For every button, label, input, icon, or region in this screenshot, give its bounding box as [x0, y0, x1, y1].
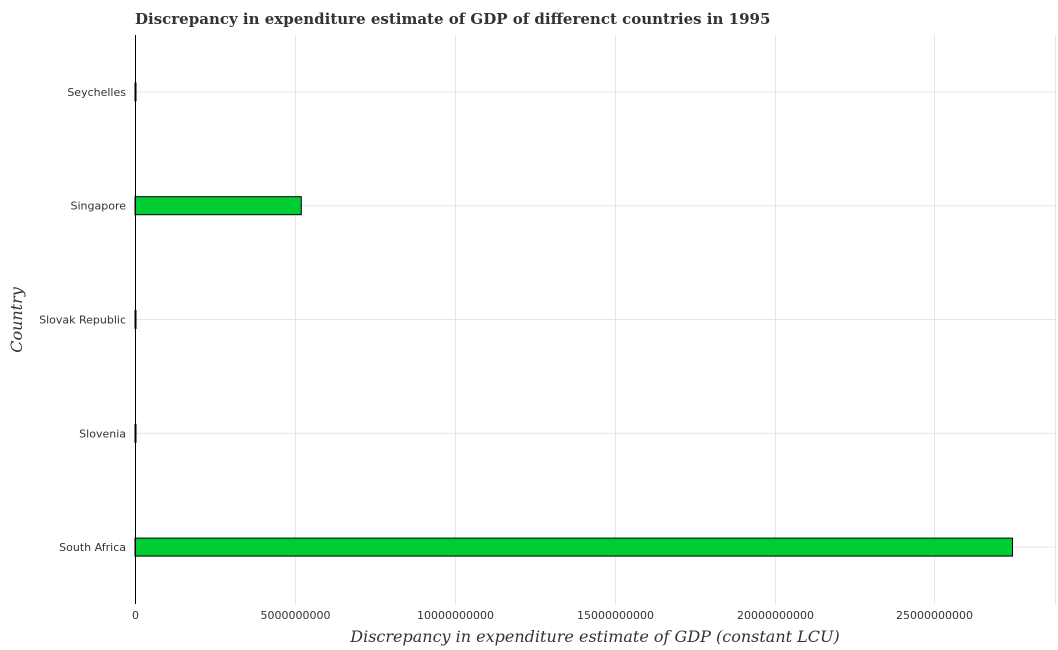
x-tick-label: 25000000000 — [896, 609, 973, 622]
y-tick-label: Singapore — [71, 200, 127, 213]
x-tick-label: 15000000000 — [577, 609, 654, 622]
grid — [135, 35, 1056, 604]
x-tick-label: 20000000000 — [737, 609, 814, 622]
y-tick-label: Slovenia — [79, 427, 126, 440]
x-axis-label: Discrepancy in expenditure estimate of G… — [349, 627, 839, 646]
y-tick-label: South Africa — [59, 541, 126, 554]
x-tick-label: 10000000000 — [417, 609, 494, 622]
bar-south-africa — [134, 537, 1014, 557]
y-axis-label: Country — [7, 286, 26, 353]
y-tick-label: Seychelles — [67, 86, 126, 99]
bar-singapore — [134, 196, 302, 216]
y-tick-label: Slovak Republic — [39, 314, 126, 327]
x-tick-label: 5000000000 — [261, 609, 331, 622]
y-tick-labels: Seychelles Singapore Slovak Republic Sloven… — [39, 86, 126, 554]
x-tick-labels: 0 5000000000 10000000000 15000000000 2000000… — [132, 609, 973, 622]
chart-title: Discrepancy in expenditure estimate of G… — [135, 10, 770, 28]
x-tick-label: 0 — [132, 609, 139, 622]
